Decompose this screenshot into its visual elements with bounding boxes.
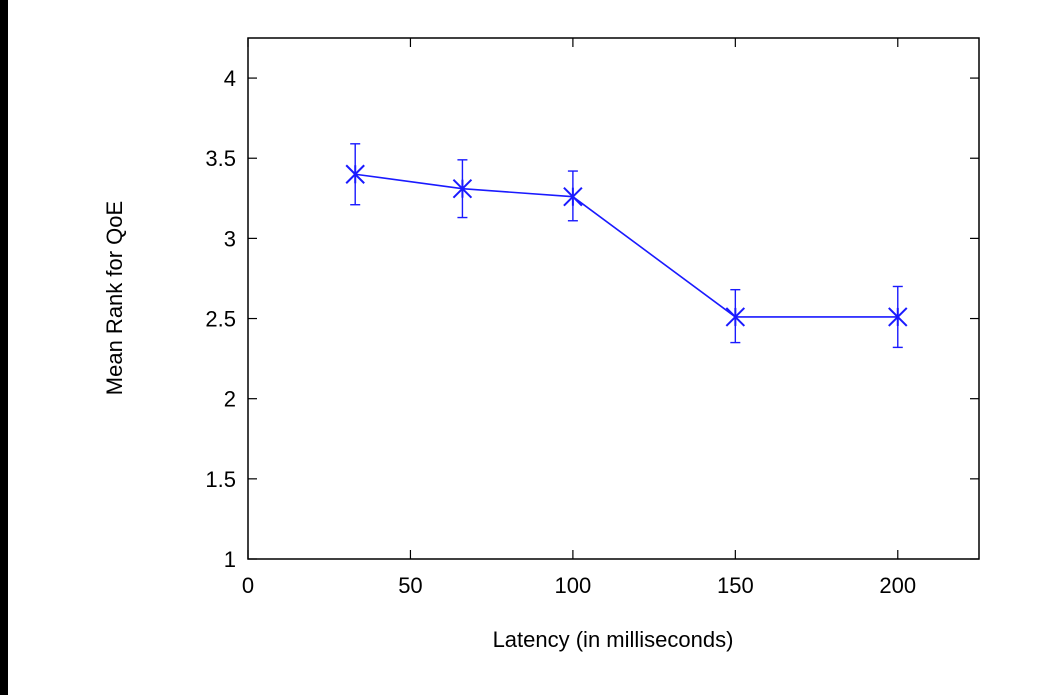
x-tick-label: 200 xyxy=(879,573,916,598)
y-tick-label: 3.5 xyxy=(205,146,236,171)
y-axis: 1 1.5 2 2.5 3 3.5 4 xyxy=(205,66,979,572)
x-tick-label: 100 xyxy=(555,573,592,598)
y-axis-title: Mean Rank for QoE xyxy=(102,201,127,395)
x-tick-label: 0 xyxy=(242,573,254,598)
series-layer xyxy=(345,143,908,349)
x-tick-label: 50 xyxy=(398,573,422,598)
y-tick-label: 3 xyxy=(224,226,236,251)
data-point-marker xyxy=(345,164,365,184)
chart-page: 0 50 100 150 200 1 1.5 2 2.5 3 3.5 4 Latency (in m… xyxy=(8,0,1045,695)
plot-frame xyxy=(247,37,980,560)
data-point-marker xyxy=(725,307,746,327)
y-tick-label: 4 xyxy=(224,66,236,91)
x-axis-title: Latency (in milliseconds) xyxy=(493,627,734,652)
y-tick-label: 2.5 xyxy=(205,307,236,332)
data-point-marker xyxy=(888,307,908,327)
y-tick-label: 1.5 xyxy=(205,467,236,492)
y-tick-label: 1 xyxy=(224,547,236,572)
x-tick-label: 150 xyxy=(717,573,754,598)
data-point-marker xyxy=(452,178,473,199)
series-line xyxy=(355,173,898,318)
line-chart: 0 50 100 150 200 1 1.5 2 2.5 3 3.5 4 Latency (in m… xyxy=(102,37,980,652)
y-tick-label: 2 xyxy=(224,387,236,412)
data-point-marker xyxy=(563,186,583,207)
x-axis: 0 50 100 150 200 xyxy=(242,38,916,598)
